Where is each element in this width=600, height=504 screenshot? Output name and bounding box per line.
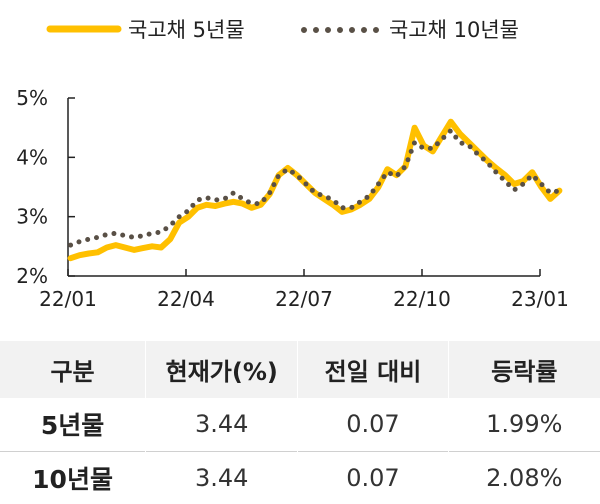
series-5y-point xyxy=(113,242,119,248)
yield-table: 구분 현재가(%) 전일 대비 등락률 5년물 3.44 0.07 1.99% … xyxy=(0,341,600,504)
table-row: 10년물 3.44 0.07 2.08% xyxy=(0,451,600,504)
cell-change: 0.07 xyxy=(297,451,449,504)
x-tick-label: 23/01 xyxy=(511,287,569,311)
series-5y-point xyxy=(77,252,83,258)
row-label: 10년물 xyxy=(32,464,113,494)
series-5y-point xyxy=(140,245,146,251)
x-tick-label: 22/04 xyxy=(157,287,215,311)
series-5y-point xyxy=(185,214,191,220)
y-tick-label: 2% xyxy=(16,264,48,288)
header-rate: 등락률 xyxy=(447,341,600,398)
cell-rate: 1.99% xyxy=(447,398,600,451)
series-5y-point xyxy=(230,199,237,205)
series-5y-point xyxy=(221,201,228,207)
y-tick-labels: 2% 3% 4% 5% xyxy=(16,86,48,288)
series-5y-point xyxy=(131,247,137,253)
x-tick-label: 22/10 xyxy=(393,287,451,311)
series-5y-point xyxy=(466,139,472,146)
y-tick-label: 5% xyxy=(16,86,48,110)
series-5y-point xyxy=(122,244,128,251)
series-10y-line xyxy=(68,126,562,248)
cell-change: 0.07 xyxy=(297,398,449,451)
series-5y-point xyxy=(339,209,345,215)
series-5y-point xyxy=(493,165,499,171)
series-5y-point xyxy=(239,201,246,207)
series-layer xyxy=(67,118,563,262)
series-5y-line xyxy=(67,118,563,262)
legend: 국고채 5년물 국고채 10년물 xyxy=(46,18,519,42)
series-5y-point xyxy=(95,249,101,255)
series-5y-point xyxy=(167,236,173,242)
x-tick-labels: 22/01 22/04 22/07 22/10 23/01 xyxy=(39,287,569,311)
series-5y-point xyxy=(86,250,92,257)
series-5y-point xyxy=(158,244,164,251)
y-tick-label: 4% xyxy=(16,145,48,169)
cell-rate: 2.08% xyxy=(447,451,600,504)
series-5y-point xyxy=(547,196,553,202)
series-5y-point xyxy=(511,181,517,187)
legend-5y-label: 국고채 5년물 xyxy=(128,18,245,42)
series-5y-point xyxy=(194,205,200,211)
series-5y-point xyxy=(203,202,209,208)
series-5y-point xyxy=(384,166,391,172)
header-change: 전일 대비 xyxy=(297,341,449,398)
x-tick-label: 22/01 xyxy=(39,287,97,311)
y-tick-label: 3% xyxy=(16,205,48,229)
series-5y-point xyxy=(67,255,74,261)
series-5y-point xyxy=(321,196,327,202)
cell-current: 3.44 xyxy=(145,451,298,504)
series-5y-point xyxy=(249,205,255,211)
header-category: 구분 xyxy=(50,358,95,386)
row-label: 5년물 xyxy=(40,411,105,441)
table-row: 5년물 3.44 0.07 1.99% xyxy=(0,398,600,451)
cell-current: 3.44 xyxy=(145,398,298,451)
yield-line-chart: 국고채 5년물 국고채 10년물 2%3%4%5% 22/01 22/04 22/0… xyxy=(16,18,569,311)
series-5y-point xyxy=(149,243,155,249)
series-5y-point xyxy=(448,119,454,125)
series-5y-point xyxy=(529,169,535,175)
header-current: 현재가(%) xyxy=(145,341,298,398)
axes xyxy=(67,97,541,277)
series-5y-point xyxy=(212,203,219,209)
series-5y-point xyxy=(411,125,418,131)
legend-10y-label: 국고채 10년물 xyxy=(389,18,519,42)
series-5y-point xyxy=(457,131,463,137)
x-tick-label: 22/07 xyxy=(275,287,333,311)
series-5y-point xyxy=(176,220,182,226)
series-5y-point xyxy=(104,244,110,251)
table-header-row: 구분 현재가(%) 전일 대비 등락률 xyxy=(0,341,600,398)
